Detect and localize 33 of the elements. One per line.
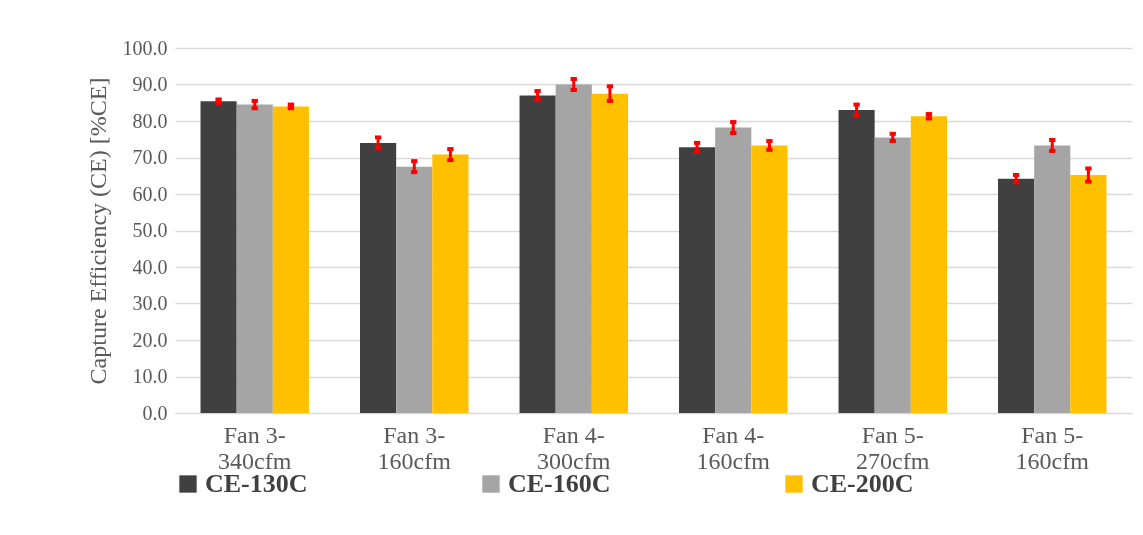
y-tick-label: 100.0 [122, 36, 168, 59]
y-axis-title: Capture Efficiency (CE) [%CE] [84, 77, 111, 385]
bar [751, 145, 788, 413]
y-tick-label: 90.0 [132, 73, 168, 95]
bar [360, 142, 397, 413]
bar [910, 116, 947, 413]
bar [272, 106, 309, 413]
bar [1034, 145, 1071, 413]
y-tick-label: 20.0 [132, 328, 168, 351]
y-tick-label: 50.0 [132, 219, 168, 241]
bar [432, 154, 469, 413]
y-tick-label: 0.0 [142, 401, 168, 424]
bar [1070, 175, 1107, 413]
y-tick-label: 70.0 [132, 146, 168, 168]
x-tick-label: Fan 4-160cfm [696, 421, 771, 474]
bar [396, 166, 433, 413]
bar [838, 110, 875, 413]
bar [998, 178, 1035, 413]
bar [200, 101, 237, 413]
bar [715, 127, 752, 413]
bar [519, 95, 556, 413]
y-tick-label: 10.0 [132, 365, 168, 387]
bar [236, 104, 273, 413]
y-tick-label: 40.0 [132, 255, 168, 278]
bar [874, 137, 911, 413]
bar [591, 93, 628, 413]
x-tick-label: Fan 5-160cfm [1015, 421, 1090, 474]
y-tick-label: 30.0 [132, 292, 168, 314]
bar [555, 84, 592, 413]
y-tick-label: 80.0 [132, 109, 168, 132]
bar [679, 147, 716, 413]
x-tick-label: Fan 3-160cfm [377, 421, 452, 474]
y-tick-label: 60.0 [132, 182, 168, 205]
